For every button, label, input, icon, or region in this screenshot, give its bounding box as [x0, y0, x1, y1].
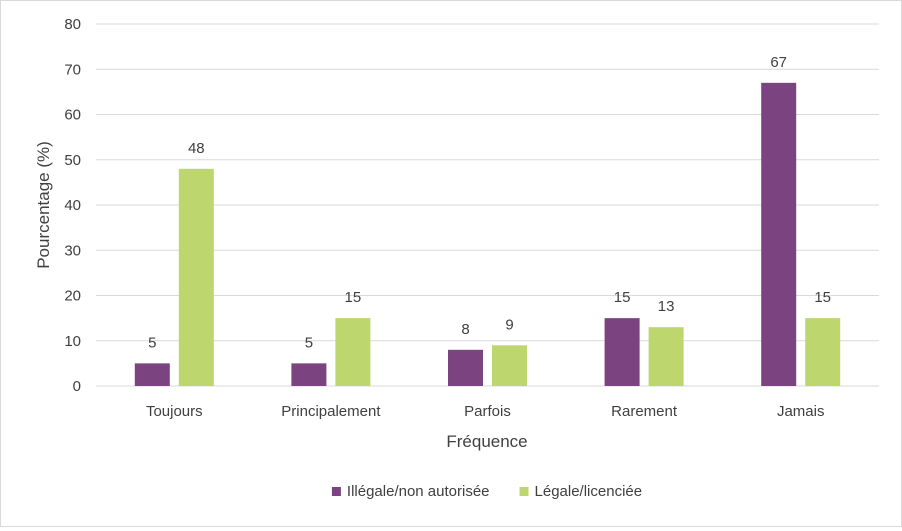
bar-legale — [648, 327, 684, 386]
legend-label: Légale/licenciée — [535, 483, 643, 500]
data-label: 15 — [345, 289, 362, 306]
bar-legale — [335, 318, 371, 386]
bar-illegale — [761, 82, 797, 386]
x-tick-label: Toujours — [146, 403, 203, 420]
bar-legale — [178, 168, 214, 386]
y-tick-label: 0 — [73, 378, 81, 395]
data-label: 15 — [814, 289, 831, 306]
data-label: 5 — [305, 334, 313, 351]
y-axis-title: Pourcentage (%) — [34, 141, 53, 269]
bar-illegale — [134, 363, 170, 386]
y-tick-label: 10 — [64, 333, 81, 350]
legend-swatch — [519, 487, 529, 496]
bar-illegale — [291, 363, 327, 386]
bar-illegale — [448, 349, 483, 386]
data-label: 48 — [188, 140, 205, 157]
data-label: 67 — [770, 54, 787, 71]
y-axis-ticks: 0 10 20 30 40 50 60 70 80 — [64, 16, 81, 395]
x-tick-label: Jamais — [777, 403, 825, 420]
y-tick-label: 50 — [64, 152, 81, 169]
x-axis-ticks: Toujours Principalement Parfois Rarement Jam… — [146, 403, 825, 420]
gridlines — [96, 23, 879, 387]
y-tick-label: 70 — [64, 61, 81, 78]
data-label: 9 — [505, 316, 513, 333]
x-tick-label: Principalement — [281, 403, 381, 420]
legend: Illégale/non autorisée Légale/licenciée — [331, 483, 643, 500]
bars — [134, 82, 841, 386]
bar-illegale — [604, 318, 640, 386]
x-tick-label: Parfois — [464, 403, 511, 420]
y-tick-label: 80 — [64, 16, 81, 33]
data-label: 5 — [148, 334, 156, 351]
data-label: 13 — [658, 298, 675, 315]
y-tick-label: 20 — [64, 288, 81, 305]
data-label: 15 — [614, 289, 631, 306]
legend-label: Illégale/non autorisée — [347, 483, 490, 500]
data-label: 8 — [461, 321, 469, 338]
x-axis-title: Fréquence — [446, 432, 527, 451]
bar-legale — [805, 318, 841, 386]
legend-swatch — [331, 487, 341, 496]
y-tick-label: 40 — [64, 197, 81, 214]
bar-legale — [492, 345, 527, 386]
x-tick-label: Rarement — [611, 403, 678, 420]
y-tick-label: 30 — [64, 242, 81, 259]
data-labels: 5 48 5 15 8 9 15 13 67 15 — [148, 54, 831, 352]
y-tick-label: 60 — [64, 107, 81, 124]
